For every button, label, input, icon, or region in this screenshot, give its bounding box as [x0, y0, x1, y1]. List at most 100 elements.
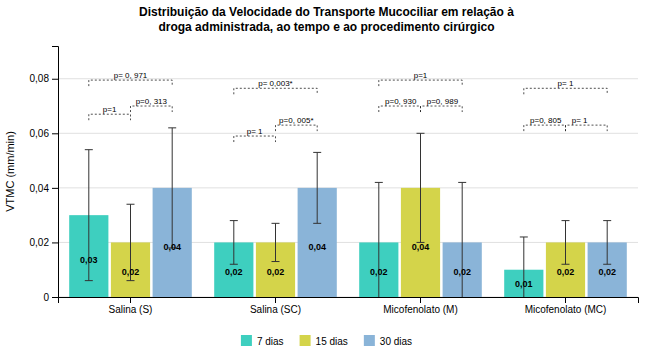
brackets: [89, 80, 607, 142]
tick-label: Salina (SC): [250, 304, 301, 315]
legend: 7 dias 15 dias 30 dias: [241, 335, 412, 347]
tick-label: 0,06: [30, 128, 50, 139]
bracket: [524, 125, 566, 131]
grid-line: [58, 187, 638, 188]
data-label: 0,03: [80, 255, 98, 265]
error-bars: [168, 128, 611, 297]
tick-mark: [420, 297, 421, 303]
grid: [58, 79, 638, 297]
tick: 0: [43, 292, 58, 303]
legend-swatch: [364, 335, 375, 346]
annotation: p=1: [414, 71, 428, 80]
legend-swatch: [300, 335, 311, 346]
data-label: 0,02: [598, 267, 616, 277]
data-label: 0,02: [267, 267, 285, 277]
legend-item: 7 dias: [241, 335, 284, 347]
tick-mark: [130, 297, 131, 303]
bracket: [379, 106, 421, 112]
data-label: 0,04: [163, 242, 181, 252]
bracket: [421, 106, 463, 112]
annotation: p=0, 805: [530, 116, 562, 125]
bracket: [131, 106, 173, 112]
tick-label: 0,02: [30, 237, 50, 248]
annotation: p= 1: [572, 116, 588, 125]
error-bars: [85, 150, 528, 297]
tick: 0,08: [30, 73, 58, 84]
tick: Salina (S): [109, 297, 153, 315]
error-bar: [313, 152, 321, 223]
data-labels: 0,03 0,02 0,02 0,01 0,02 0,02 0,04 0,02 0,04 0,04…: [80, 242, 616, 289]
tick-mark: [52, 79, 58, 80]
annotation: p= 0,003*: [258, 79, 292, 88]
data-label: 0,02: [453, 267, 471, 277]
annotation: p=0, 313: [136, 97, 168, 106]
tick-mark: [52, 188, 58, 189]
tick: Micofenolato (M): [383, 297, 457, 315]
data-label: 0,02: [370, 267, 388, 277]
bracket: [566, 125, 608, 131]
x-axis: Salina (S) Salina (SC) Micofenolato (M) Mic…: [59, 297, 639, 315]
error-bar: [230, 221, 238, 265]
tick: Micofenolato (MC): [525, 297, 607, 315]
marks: [69, 80, 627, 297]
y-axis: 0 0,02 0,04 0,06 0,08: [30, 47, 59, 303]
tick-label: Salina (S): [109, 304, 153, 315]
annotation: p=0, 005*: [279, 116, 313, 125]
annotation: p=1: [103, 105, 117, 114]
error-bar: [272, 223, 280, 261]
annotation: p= 1: [247, 127, 263, 136]
annotation: p= 0, 971: [114, 71, 148, 80]
tick-label: 0: [43, 292, 49, 303]
error-bar: [603, 221, 611, 265]
tick-mark: [275, 297, 276, 303]
bracket: [276, 125, 318, 131]
annotation: p= 1: [558, 79, 574, 88]
axis-line: [59, 298, 639, 304]
tick-mark: [52, 242, 58, 243]
annotation: p=0, 930: [385, 97, 417, 106]
bracket: [89, 114, 131, 120]
data-label: 0,04: [308, 242, 326, 252]
data-label: 0,01: [515, 279, 533, 289]
bracket: [234, 136, 276, 142]
y-axis-title: VTMC (mm/min): [4, 131, 16, 212]
legend-label: 7 dias: [257, 336, 284, 347]
chart: Distribuição da Velocidade do Transporte…: [0, 0, 653, 355]
tick-label: 0,08: [30, 73, 50, 84]
error-bar: [417, 133, 425, 242]
bracket: [89, 80, 172, 86]
data-label: 0,04: [412, 242, 430, 252]
error-bar: [375, 182, 383, 297]
error-bar: [562, 221, 570, 265]
annotations: p= 0, 971 p=1 p=0, 313 p= 0,003* p= 1 p=0, 00…: [103, 71, 588, 136]
tick-label: 0,04: [30, 183, 50, 194]
bracket: [524, 88, 607, 94]
legend-swatch: [241, 335, 252, 346]
tick: 0,06: [30, 128, 58, 139]
plot: 0 0,02 0,04 0,06 0,08 Salina (S) Salina (SC) Mi…: [4, 47, 639, 316]
tick-mark: [565, 297, 566, 303]
tick-label: Micofenolato (M): [383, 304, 457, 315]
tick: 0,04: [30, 183, 58, 194]
tick-mark: [52, 297, 58, 298]
bracket: [234, 88, 317, 94]
series: [153, 188, 627, 297]
error-bars: [127, 133, 570, 280]
tick-label: Micofenolato (MC): [525, 304, 607, 315]
annotation: p=0, 989: [427, 97, 459, 106]
data-label: 0,02: [225, 267, 243, 277]
bracket: [379, 80, 462, 86]
error-bar: [168, 128, 176, 248]
error-bar: [458, 182, 466, 297]
series: [111, 188, 585, 297]
legend-label: 15 dias: [316, 336, 348, 347]
legend-item: 15 dias: [300, 335, 348, 347]
data-label: 0,02: [122, 267, 140, 277]
tick-mark: [52, 133, 58, 134]
axis-line: [52, 47, 59, 298]
legend-item: 30 dias: [364, 335, 412, 347]
title: Distribuição da Velocidade do Transporte…: [139, 5, 514, 19]
legend-label: 30 dias: [380, 336, 412, 347]
subtitle: droga administrada, ao tempo e ao proced…: [158, 20, 494, 34]
grid-line: [58, 133, 638, 134]
